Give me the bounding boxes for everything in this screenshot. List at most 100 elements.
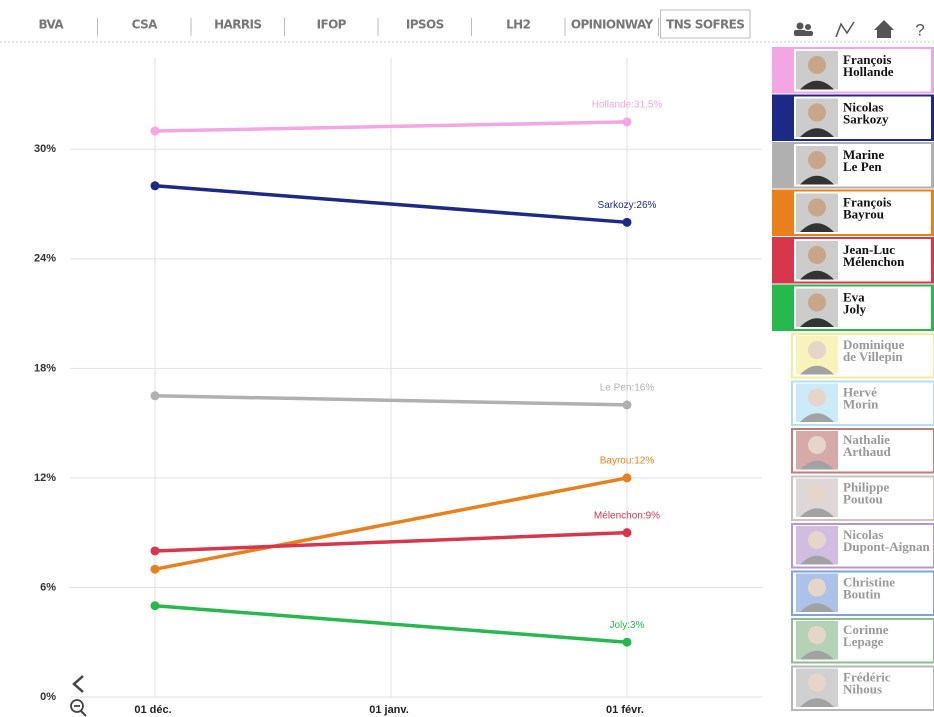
- photo-body: [800, 175, 834, 185]
- photo-bg: [796, 478, 838, 517]
- photo-head: [808, 198, 826, 217]
- photo-body: [800, 80, 834, 90]
- tab-label: BVA: [38, 18, 64, 32]
- people-icon[interactable]: [794, 22, 813, 37]
- photo-body: [800, 365, 834, 375]
- help-icon[interactable]: ?: [915, 20, 924, 39]
- zoom-out-button[interactable]: [70, 699, 87, 717]
- photo-head: [808, 341, 826, 359]
- data-point[interactable]: [150, 601, 160, 611]
- tab[interactable]: OPINIONWAY: [571, 18, 659, 37]
- active-tab: [660, 9, 751, 39]
- candidate-name: Dupont-Aignan: [843, 539, 930, 554]
- candidate-name: Sarkozy: [843, 111, 889, 126]
- candidate-name: Marine: [843, 147, 884, 162]
- candidate-name: Hollande: [843, 64, 894, 79]
- series-line: [154, 120, 628, 133]
- tab[interactable]: HARRIS: [214, 18, 285, 37]
- tab[interactable]: CSA: [132, 18, 192, 37]
- tab[interactable]: TNS SOFRES: [660, 9, 751, 39]
- y-tick-label: 0%: [40, 691, 56, 703]
- data-point[interactable]: [150, 564, 160, 574]
- data-point[interactable]: [622, 400, 632, 410]
- candidate-card: [791, 570, 934, 616]
- value-label: Joly:3%: [609, 620, 644, 631]
- tab[interactable]: BVA: [38, 18, 98, 37]
- zoom-controls: [70, 675, 87, 717]
- photo-bg: [796, 336, 838, 375]
- data-point[interactable]: [622, 473, 632, 483]
- candidate-card: [791, 333, 934, 379]
- candidate-name: Hervé: [843, 384, 877, 399]
- photo-body: [800, 650, 834, 660]
- y-tick-label: 12%: [34, 472, 56, 484]
- data-point[interactable]: [622, 217, 632, 227]
- value-label: Le Pen:16%: [600, 383, 655, 394]
- candidate-name: Dominique: [843, 337, 905, 352]
- chart-icon[interactable]: [835, 21, 855, 38]
- back-button[interactable]: [72, 675, 84, 693]
- photo-body: [800, 460, 834, 470]
- candidate-name: Nicolas: [843, 99, 883, 114]
- candidate-photo: [796, 146, 838, 185]
- candidate-card: [791, 428, 934, 474]
- candidate-name: Nihous: [843, 681, 882, 696]
- series-line: [154, 184, 628, 225]
- series-line: [154, 476, 628, 571]
- candidate-name: Lepage: [843, 634, 884, 649]
- photo-bg: [796, 383, 838, 422]
- candidate-photo: [796, 668, 838, 707]
- photo-head: [808, 626, 826, 644]
- x-tick-label: 01 févr.: [606, 704, 644, 716]
- photo-bg: [796, 621, 838, 660]
- candidate-name: Joly: [843, 301, 867, 316]
- candidate-photo: [796, 431, 838, 470]
- value-label: Sarkozy:26%: [598, 200, 657, 211]
- tab[interactable]: IFOP: [317, 18, 379, 37]
- data-point[interactable]: [622, 637, 632, 647]
- photo-bg: [796, 431, 838, 470]
- tab[interactable]: LH2: [506, 18, 566, 37]
- photo-body: [800, 555, 834, 565]
- photo-body: [800, 223, 834, 232]
- candidate-name: François: [843, 52, 891, 67]
- data-point[interactable]: [150, 126, 160, 136]
- data-point[interactable]: [150, 546, 160, 556]
- home-icon[interactable]: [874, 20, 894, 38]
- data-point[interactable]: [150, 181, 160, 191]
- data-point[interactable]: [622, 117, 632, 127]
- candidate-card: [791, 475, 934, 521]
- data-point[interactable]: [150, 391, 160, 401]
- tab-label: IFOP: [317, 18, 347, 32]
- candidate-photo: [796, 573, 838, 612]
- photo-head: [808, 56, 826, 74]
- photo-bg: [796, 668, 838, 707]
- candidate-photo: [796, 51, 838, 90]
- photo-head: [808, 151, 826, 169]
- candidate-photo: [796, 526, 838, 565]
- data-point[interactable]: [622, 528, 632, 538]
- photo-head: [808, 103, 826, 122]
- candidate-photo: [796, 478, 838, 517]
- toolbar: ?: [794, 20, 925, 39]
- photo-head: [808, 483, 826, 502]
- tab[interactable]: IPSOS: [406, 18, 472, 37]
- photo-head: [808, 578, 826, 597]
- photo-body: [800, 318, 834, 327]
